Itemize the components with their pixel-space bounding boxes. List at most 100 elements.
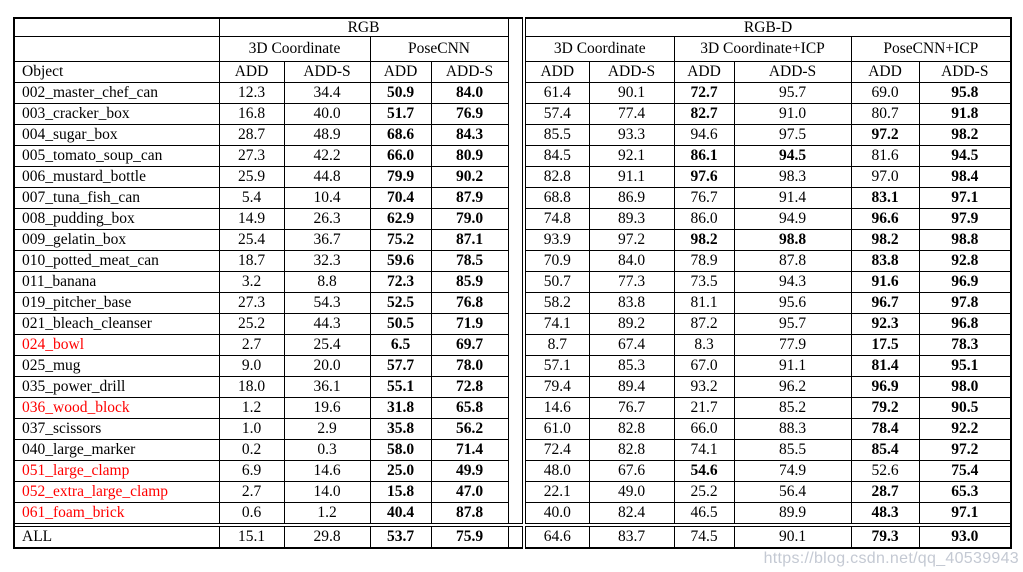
metric-header-add: ADD bbox=[218, 61, 285, 83]
table-row: 007_tuna_fish_can 5.4 10.4 70.4 87.9 68.8 86.9… bbox=[13, 187, 1012, 209]
table-row: ALL 15.1 29.8 53.7 75.9 64.6 83.7 74.5 90.1 79.3 9… bbox=[13, 526, 1012, 549]
object-name: 040_large_marker bbox=[13, 439, 220, 461]
metric-value: 90.1 bbox=[733, 526, 852, 549]
empty-corner-cell bbox=[13, 36, 220, 62]
metric-value: 0.3 bbox=[283, 439, 371, 461]
metric-value: 2.9 bbox=[283, 418, 371, 440]
metric-value: 87.8 bbox=[430, 502, 509, 524]
metric-value: 35.8 bbox=[369, 418, 432, 440]
object-name: 003_cracker_box bbox=[13, 103, 220, 125]
section-divider bbox=[507, 18, 526, 37]
metric-value: 2.7 bbox=[218, 334, 285, 356]
metric-value: 85.9 bbox=[430, 271, 509, 293]
object-name: 037_scissors bbox=[13, 418, 220, 440]
metric-value: 67.4 bbox=[588, 334, 675, 356]
metric-value: 68.6 bbox=[369, 124, 432, 146]
metric-value: 54.6 bbox=[673, 460, 735, 482]
metric-value: 97.5 bbox=[733, 124, 852, 146]
metric-value: 78.3 bbox=[918, 334, 1012, 356]
object-name: 021_bleach_cleanser bbox=[13, 313, 220, 335]
metric-value: 80.9 bbox=[430, 145, 509, 167]
metric-value: 8.8 bbox=[283, 271, 371, 293]
metric-value: 74.8 bbox=[523, 208, 590, 230]
metric-value: 25.4 bbox=[283, 334, 371, 356]
metric-value: 72.4 bbox=[523, 439, 590, 461]
metric-value: 26.3 bbox=[283, 208, 371, 230]
table-row: 019_pitcher_base 27.3 54.3 52.5 76.8 58.2 83.8… bbox=[13, 292, 1012, 314]
metric-value: 17.5 bbox=[850, 334, 920, 356]
metric-value: 0.2 bbox=[218, 439, 285, 461]
object-name: 011_banana bbox=[13, 271, 220, 293]
metric-value: 48.9 bbox=[283, 124, 371, 146]
metric-value: 72.8 bbox=[430, 376, 509, 398]
section-divider bbox=[507, 103, 526, 125]
table-header: RGB RGB-D 3D Coordinate PoseCNN 3D Coord… bbox=[13, 17, 1012, 83]
metric-value: 75.4 bbox=[918, 460, 1012, 482]
metric-value: 61.0 bbox=[523, 418, 590, 440]
object-name: ALL bbox=[13, 526, 220, 549]
metric-value: 91.1 bbox=[588, 166, 675, 188]
method-header-row: 3D Coordinate PoseCNN 3D Coordinate 3D C… bbox=[13, 36, 1012, 62]
section-divider bbox=[507, 439, 526, 461]
metric-value: 6.9 bbox=[218, 460, 285, 482]
metric-value: 78.9 bbox=[673, 250, 735, 272]
metric-value: 76.7 bbox=[673, 187, 735, 209]
metric-value: 40.0 bbox=[283, 103, 371, 125]
empty-corner-cell bbox=[13, 17, 220, 37]
metric-value: 44.8 bbox=[283, 166, 371, 188]
metric-value: 0.6 bbox=[218, 502, 285, 524]
metric-value: 20.0 bbox=[283, 355, 371, 377]
metric-header-adds: ADD-S bbox=[588, 61, 675, 83]
metric-value: 92.2 bbox=[918, 418, 1012, 440]
metric-value: 66.0 bbox=[369, 145, 432, 167]
metric-header-adds: ADD-S bbox=[283, 61, 371, 83]
metric-value: 55.1 bbox=[369, 376, 432, 398]
metric-value: 12.3 bbox=[218, 82, 285, 104]
table-row: 010_potted_meat_can 18.7 32.3 59.6 78.5 70.9 8… bbox=[13, 250, 1012, 272]
metric-header-row: Object ADD ADD-S ADD ADD-S ADD ADD-S ADD… bbox=[13, 61, 1012, 83]
metric-value: 18.7 bbox=[218, 250, 285, 272]
metric-value: 22.1 bbox=[523, 481, 590, 503]
metric-value: 95.6 bbox=[733, 292, 852, 314]
metric-value: 56.2 bbox=[430, 418, 509, 440]
metric-value: 51.7 bbox=[369, 103, 432, 125]
object-name: 008_pudding_box bbox=[13, 208, 220, 230]
section-divider bbox=[507, 334, 526, 356]
section-divider bbox=[507, 481, 526, 503]
metric-value: 77.9 bbox=[733, 334, 852, 356]
object-name: 019_pitcher_base bbox=[13, 292, 220, 314]
metric-value: 85.4 bbox=[850, 439, 920, 461]
metric-value: 78.4 bbox=[850, 418, 920, 440]
metric-value: 97.9 bbox=[918, 208, 1012, 230]
group-header-row: RGB RGB-D bbox=[13, 17, 1012, 37]
metric-value: 79.0 bbox=[430, 208, 509, 230]
table-row: 004_sugar_box 28.7 48.9 68.6 84.3 85.5 93.3 94.… bbox=[13, 124, 1012, 146]
metric-value: 18.0 bbox=[218, 376, 285, 398]
metric-value: 89.4 bbox=[588, 376, 675, 398]
metric-value: 58.2 bbox=[523, 292, 590, 314]
metric-value: 81.6 bbox=[850, 145, 920, 167]
metric-value: 31.8 bbox=[369, 397, 432, 419]
metric-value: 57.1 bbox=[523, 355, 590, 377]
section-divider bbox=[507, 460, 526, 482]
section-divider bbox=[507, 292, 526, 314]
metric-value: 87.1 bbox=[430, 229, 509, 251]
metric-value: 95.7 bbox=[733, 82, 852, 104]
object-name: 009_gelatin_box bbox=[13, 229, 220, 251]
section-divider bbox=[507, 313, 526, 335]
metric-value: 36.7 bbox=[283, 229, 371, 251]
metric-value: 84.0 bbox=[430, 82, 509, 104]
metric-value: 98.4 bbox=[918, 166, 1012, 188]
object-name: 025_mug bbox=[13, 355, 220, 377]
metric-value: 74.1 bbox=[523, 313, 590, 335]
metric-value: 68.8 bbox=[523, 187, 590, 209]
metric-value: 69.7 bbox=[430, 334, 509, 356]
metric-value: 21.7 bbox=[673, 397, 735, 419]
metric-value: 25.9 bbox=[218, 166, 285, 188]
metric-value: 42.2 bbox=[283, 145, 371, 167]
metric-value: 89.9 bbox=[733, 502, 852, 524]
metric-value: 76.9 bbox=[430, 103, 509, 125]
metric-value: 74.5 bbox=[673, 526, 735, 549]
metric-header-adds: ADD-S bbox=[430, 61, 509, 83]
